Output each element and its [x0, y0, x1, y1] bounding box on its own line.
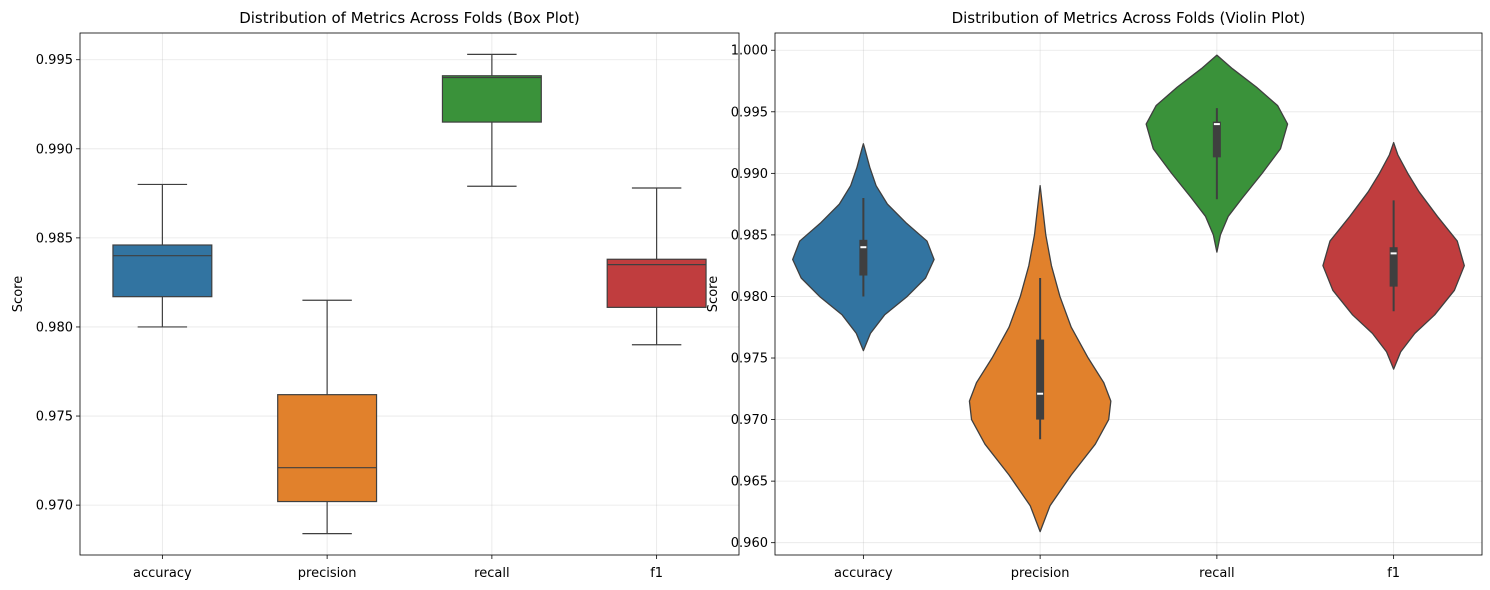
x-tick-label: precision [298, 566, 357, 581]
plot-frame [79, 32, 740, 556]
y-tick-label: 0.960 [731, 536, 768, 551]
violin-iqr-bar [1389, 247, 1398, 287]
x-tick-label: recall [474, 566, 509, 581]
y-tick-label: 0.990 [731, 167, 768, 182]
y-tick-label: 0.975 [36, 410, 73, 425]
box-f1 [606, 187, 707, 346]
iqr-box [606, 258, 707, 308]
box-plot-panel: 0.970 0.975 0.980 0.985 0.990 0.995 accuracy pr… [11, 9, 740, 581]
chart-title: Distribution of Metrics Across Folds (Vi… [952, 9, 1306, 27]
x-tick-label: recall [1199, 566, 1234, 581]
y-tick-label: 0.985 [36, 231, 73, 246]
x-tick-label: f1 [1387, 566, 1400, 581]
y-axis-label: Score [706, 276, 721, 312]
x-tick-label: accuracy [133, 566, 192, 581]
violin-accuracy [792, 143, 935, 352]
y-tick-label: 0.995 [36, 53, 73, 68]
chart-title: Distribution of Metrics Across Folds (Bo… [239, 9, 580, 27]
violin-precision [968, 185, 1112, 533]
y-tick-label: 0.995 [731, 105, 768, 120]
y-tick-label: 0.985 [731, 228, 768, 243]
iqr-box [112, 244, 213, 298]
y-tick-label: 0.980 [36, 320, 73, 335]
violin-plot-panel: 0.960 0.965 0.970 0.975 0.980 0.985 0.990 0.995… [706, 9, 1483, 581]
y-tick-label: 0.980 [731, 290, 768, 305]
x-tick-label: accuracy [834, 566, 893, 581]
box-recall [441, 53, 542, 187]
violin-iqr-bar [859, 239, 868, 276]
violin-iqr-bar [1212, 121, 1221, 158]
iqr-box [277, 394, 378, 503]
y-tick-label: 1.000 [731, 44, 768, 59]
y-tick-label: 0.965 [731, 475, 768, 490]
violin-recall [1145, 54, 1289, 253]
y-tick-label: 0.970 [36, 499, 73, 514]
iqr-box [441, 75, 542, 123]
y-tick-label: 0.975 [731, 352, 768, 367]
y-tick-label: 0.970 [731, 413, 768, 428]
x-tick-label: f1 [650, 566, 663, 581]
violin-iqr-bar [1036, 339, 1045, 420]
box-precision [277, 299, 378, 535]
plot-frame [774, 32, 1483, 556]
y-tick-label: 0.990 [36, 142, 73, 157]
violin-f1 [1322, 141, 1465, 370]
x-tick-label: precision [1011, 566, 1070, 581]
y-axis-label: Score [11, 276, 26, 312]
box-accuracy [112, 183, 213, 328]
